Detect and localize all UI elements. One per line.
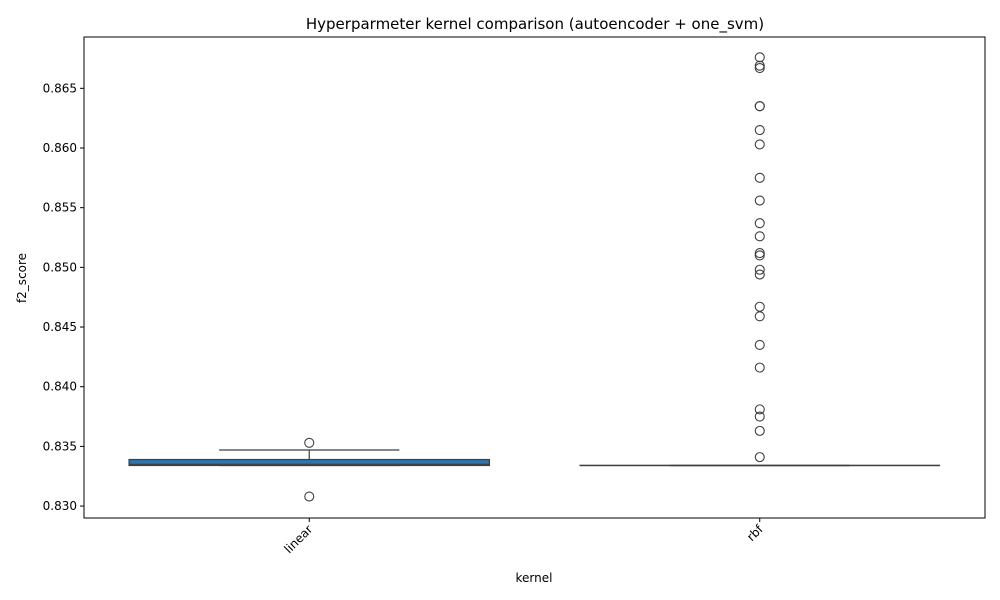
outlier-point <box>754 218 765 229</box>
y-axis-label: f2_score <box>15 253 29 303</box>
outlier-point <box>754 362 765 373</box>
outlier-point <box>754 404 765 415</box>
outlier-point <box>754 125 765 136</box>
outlier-point <box>754 172 765 183</box>
outlier-point <box>754 250 765 261</box>
x-axis-label: kernel <box>516 571 553 585</box>
y-tick-label: 0.850 <box>43 260 77 274</box>
outlier-point <box>754 269 765 280</box>
outlier-point <box>754 425 765 436</box>
y-tick-label: 0.860 <box>43 141 77 155</box>
chart-title: Hyperparmeter kernel comparison (autoenc… <box>306 15 764 34</box>
y-tick-label: 0.845 <box>43 320 77 334</box>
outlier-point <box>754 339 765 350</box>
outlier-point <box>754 139 765 150</box>
y-tick-label: 0.855 <box>43 201 77 215</box>
outlier-point <box>754 264 765 275</box>
box-rbf <box>579 52 940 467</box>
outlier-point <box>754 311 765 322</box>
box-linear <box>128 437 491 502</box>
y-tick-label: 0.840 <box>43 380 77 394</box>
outlier-point <box>754 411 765 422</box>
outlier-point <box>304 491 315 502</box>
outlier-point <box>754 247 765 259</box>
outlier-point <box>754 101 765 112</box>
outlier-point <box>754 452 765 463</box>
box-iqr <box>128 458 491 467</box>
y-tick-label: 0.830 <box>43 499 77 513</box>
outlier-point <box>754 62 765 74</box>
y-tick-label: 0.835 <box>43 439 77 453</box>
y-axis: 0.830 0.835 0.840 0.845 0.850 0.855 0.860 0.865 <box>43 81 84 513</box>
outlier-point <box>754 195 765 206</box>
outlier-point <box>754 52 765 63</box>
outlier-point <box>754 231 765 242</box>
outlier-point <box>304 437 315 448</box>
plot-area <box>128 52 940 502</box>
y-tick-label: 0.865 <box>43 81 77 95</box>
outlier-point <box>754 60 765 71</box>
plot-frame <box>83 36 986 519</box>
